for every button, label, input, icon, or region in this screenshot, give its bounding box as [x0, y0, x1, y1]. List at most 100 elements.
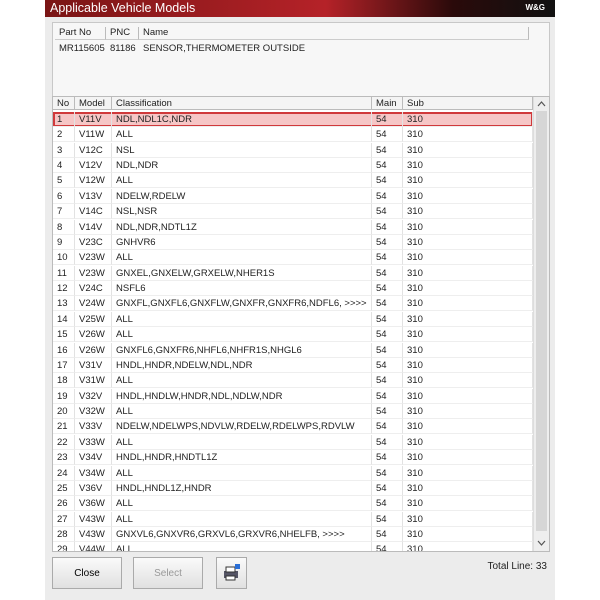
table-row[interactable]: 3 V12C NSL 54 310 — [53, 142, 533, 158]
table-row[interactable]: 21 V33V NDELW,NDELWPS,NDVLW,RDELW,RDELWPS,… — [53, 419, 533, 435]
table-row[interactable]: 16 V26W GNXFL6,GNXFR6,NHFL6,NHFR1S,NHGL6 54… — [53, 342, 533, 358]
part-value: 81186 — [110, 43, 136, 54]
table-cell: 29 — [53, 542, 75, 551]
table-row[interactable]: 20 V32W ALL 54 310 — [53, 404, 533, 420]
table-cell: 310 — [403, 542, 533, 551]
table-cell: 18 — [53, 373, 75, 389]
print-button[interactable] — [216, 557, 247, 589]
table-cell: ALL — [112, 311, 372, 327]
table-cell: 24 — [53, 465, 75, 481]
table-row[interactable]: 12 V24C NSFL6 54 310 — [53, 281, 533, 297]
table-row[interactable]: 8 V14V NDL,NDR,NDTL1Z 54 310 — [53, 219, 533, 235]
table-cell: V26W — [75, 327, 112, 343]
vehicle-table: No Model Classification Main Sub 1 V11V NDL,NDL… — [52, 96, 550, 552]
table-row[interactable]: 14 V25W ALL 54 310 — [53, 311, 533, 327]
table-row[interactable]: 25 V36V HNDL,HNDL1Z,HNDR 54 310 — [53, 480, 533, 496]
table-cell: 54 — [372, 311, 403, 327]
table-cell: 3 — [53, 142, 75, 158]
table-cell: 310 — [403, 373, 533, 389]
total-lines: Total Line: 33 — [487, 561, 548, 572]
table-row[interactable]: 19 V32V HNDL,HNDLW,HNDR,NDL,NDLW,NDR 54 310 — [53, 388, 533, 404]
column-header: Main — [372, 97, 403, 110]
table-row[interactable]: 15 V26W ALL 54 310 — [53, 327, 533, 343]
table-cell: V31V — [75, 357, 112, 373]
table-cell: 54 — [372, 158, 403, 174]
table-cell: V14C — [75, 204, 112, 220]
table-row[interactable]: 5 V12W ALL 54 310 — [53, 173, 533, 189]
table-cell: 54 — [372, 127, 403, 143]
table-row[interactable]: 6 V13V NDELW,RDELW 54 310 — [53, 188, 533, 204]
table-cell: NDELW,RDELW — [112, 188, 372, 204]
table-row[interactable]: 22 V33W ALL 54 310 — [53, 434, 533, 450]
table-cell: 54 — [372, 188, 403, 204]
table-cell: 310 — [403, 511, 533, 527]
table-cell: V26W — [75, 342, 112, 358]
table-cell: NDL,NDR,NDTL1Z — [112, 219, 372, 235]
table-cell: 310 — [403, 311, 533, 327]
title-bar: Applicable Vehicle Models W&G — [45, 0, 555, 17]
table-row[interactable]: 18 V31W ALL 54 310 — [53, 373, 533, 389]
table-cell: 11 — [53, 265, 75, 281]
table-cell: V24C — [75, 281, 112, 297]
close-button[interactable]: Close — [52, 557, 122, 589]
table-row[interactable]: 11 V23W GNXEL,GNXELW,GRXELW,NHER1S 54 310 — [53, 265, 533, 281]
table-row[interactable]: 9 V23C GNHVR6 54 310 — [53, 234, 533, 250]
table-cell: V43W — [75, 526, 112, 542]
table-cell: V11W — [75, 127, 112, 143]
table-cell: GNXFL,GNXFL6,GNXFLW,GNXFR,GNXFR6,NDFL6, … — [112, 296, 372, 312]
table-cell: 310 — [403, 296, 533, 312]
table-cell: 310 — [403, 357, 533, 373]
table-cell: 310 — [403, 250, 533, 266]
part-panel: Part No MR115605 PNC 81186 Name SENSOR,THERMO… — [52, 22, 550, 97]
table-row[interactable]: 2 V11W ALL 54 310 — [53, 127, 533, 143]
table-row[interactable]: 4 V12V NDL,NDR 54 310 — [53, 158, 533, 174]
table-cell: V32W — [75, 404, 112, 420]
table-cell: 310 — [403, 388, 533, 404]
table-cell: 8 — [53, 219, 75, 235]
table-cell: 54 — [372, 357, 403, 373]
table-cell: 310 — [403, 450, 533, 466]
table-cell: ALL — [112, 496, 372, 512]
scrollbar[interactable] — [533, 97, 549, 551]
table-cell: 2 — [53, 127, 75, 143]
table-row[interactable]: 26 V36W ALL 54 310 — [53, 496, 533, 512]
table-row[interactable]: 1 V11V NDL,NDL1C,NDR 54 310 — [53, 112, 533, 127]
table-cell: 310 — [403, 342, 533, 358]
table-cell: 54 — [372, 480, 403, 496]
part-value: SENSOR,THERMOMETER OUTSIDE — [143, 43, 306, 54]
table-row[interactable]: 10 V23W ALL 54 310 — [53, 250, 533, 266]
table-cell: 310 — [403, 480, 533, 496]
table-cell: 1 — [53, 112, 75, 127]
table-row[interactable]: 28 V43W GNXVL6,GNXVR6,GRXVL6,GRXVR6,NHELFB… — [53, 526, 533, 542]
table-cell: HNDL,HNDR,NDELW,NDL,NDR — [112, 357, 372, 373]
table-cell: 54 — [372, 434, 403, 450]
table-row[interactable]: 23 V34V HNDL,HNDR,HNDTL1Z 54 310 — [53, 450, 533, 466]
table-cell: NSL,NSR — [112, 204, 372, 220]
table-row[interactable]: 29 V44W ALL 54 310 — [53, 542, 533, 551]
table-cell: GNXEL,GNXELW,GRXELW,NHER1S — [112, 265, 372, 281]
table-cell: 310 — [403, 281, 533, 297]
table-cell: 310 — [403, 419, 533, 435]
table-cell: V36W — [75, 496, 112, 512]
table-cell: ALL — [112, 327, 372, 343]
table-cell: 310 — [403, 327, 533, 343]
table-cell: 310 — [403, 465, 533, 481]
table-row[interactable]: 7 V14C NSL,NSR 54 310 — [53, 204, 533, 220]
select-button: Select — [133, 557, 203, 589]
table-row[interactable]: 13 V24W GNXFL,GNXFL6,GNXFLW,GNXFR,GNXFR6,N… — [53, 296, 533, 312]
table-cell: V12V — [75, 158, 112, 174]
table-cell: 54 — [372, 511, 403, 527]
table-cell: 310 — [403, 526, 533, 542]
table-cell: 13 — [53, 296, 75, 312]
table-row[interactable]: 27 V43W ALL 54 310 — [53, 511, 533, 527]
table-cell: ALL — [112, 465, 372, 481]
table-cell: 54 — [372, 250, 403, 266]
table-cell: 54 — [372, 327, 403, 343]
table-cell: 310 — [403, 265, 533, 281]
table-cell: V33V — [75, 419, 112, 435]
table-cell: 19 — [53, 388, 75, 404]
table-row[interactable]: 24 V34W ALL 54 310 — [53, 465, 533, 481]
table-cell: 310 — [403, 173, 533, 189]
table-cell: 25 — [53, 480, 75, 496]
table-row[interactable]: 17 V31V HNDL,HNDR,NDELW,NDL,NDR 54 310 — [53, 357, 533, 373]
